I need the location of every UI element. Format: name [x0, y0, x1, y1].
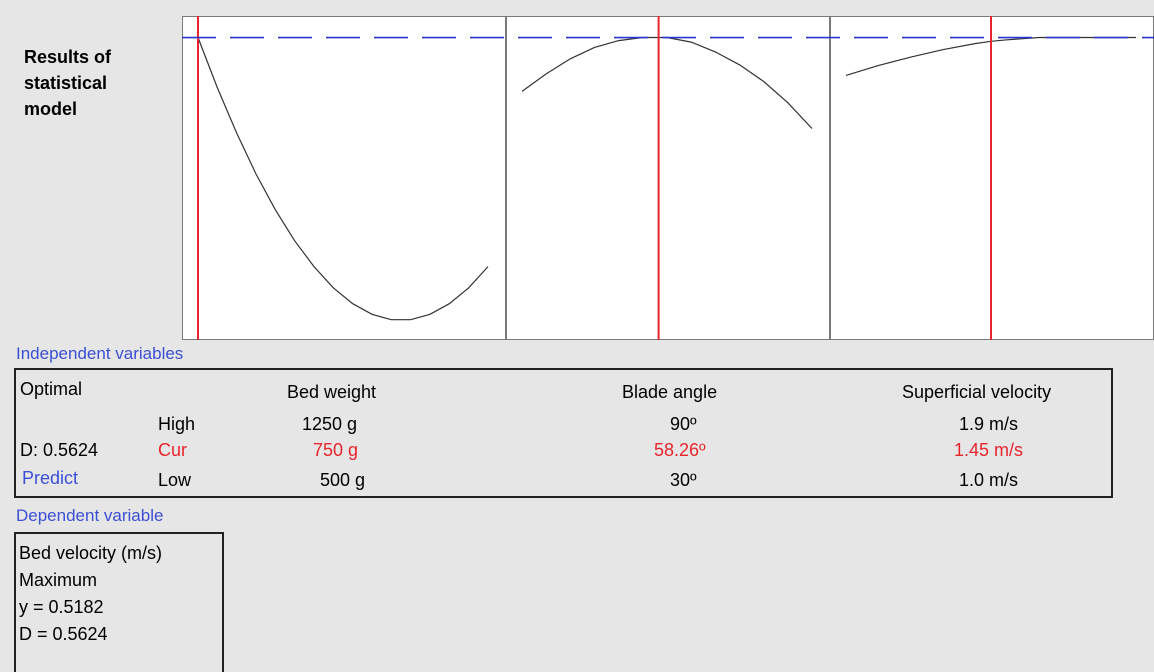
factor-current[interactable]: 58.26º: [654, 440, 706, 460]
factor-current[interactable]: 750 g: [313, 440, 359, 460]
row-label-high: High: [158, 414, 196, 434]
row-label-cur: Cur: [158, 440, 188, 460]
factor-high: 1250 g: [302, 414, 358, 434]
dependent-variable-label: Dependent variable: [16, 506, 164, 525]
response-name: Bed velocity (m/s): [19, 543, 163, 563]
factor-current[interactable]: 1.45 m/s: [954, 440, 1024, 460]
title-line: statistical: [24, 73, 108, 93]
plot-panel-frame: [506, 16, 830, 340]
response-curve: [197, 37, 489, 321]
predict-label[interactable]: Predict: [22, 468, 79, 488]
optimal-label: Optimal: [20, 379, 83, 399]
factor-low: 30º: [670, 470, 697, 490]
prediction-plots: [182, 16, 1154, 340]
independent-variables-label: Independent variables: [16, 344, 184, 363]
factor-high: 1.9 m/s: [959, 414, 1019, 434]
independent-variables-panel: Optimal D: 0.5624 Predict High Cur Low B…: [14, 368, 1113, 498]
prediction-plots-svg: [182, 16, 1154, 340]
response-desirability: D = 0.5624: [19, 624, 108, 644]
factor-name: Blade angle: [622, 382, 718, 402]
desirability-value: D: 0.5624: [20, 440, 99, 460]
title-line: Results of: [24, 47, 112, 67]
factor-high: 90º: [670, 414, 697, 434]
response-goal: Maximum: [19, 570, 98, 590]
title-line: model: [24, 99, 78, 119]
dependent-variable-panel: Bed velocity (m/s) Maximum y = 0.5182 D …: [14, 532, 224, 672]
row-label-low: Low: [158, 470, 192, 490]
factor-low: 500 g: [320, 470, 366, 490]
results-title: Results of statistical model: [24, 44, 111, 122]
factor-name: Superficial velocity: [902, 382, 1052, 402]
factor-name: Bed weight: [287, 382, 377, 402]
factor-low: 1.0 m/s: [959, 470, 1019, 490]
response-y-value: y = 0.5182: [19, 597, 104, 617]
plot-panel-frame: [182, 16, 506, 340]
